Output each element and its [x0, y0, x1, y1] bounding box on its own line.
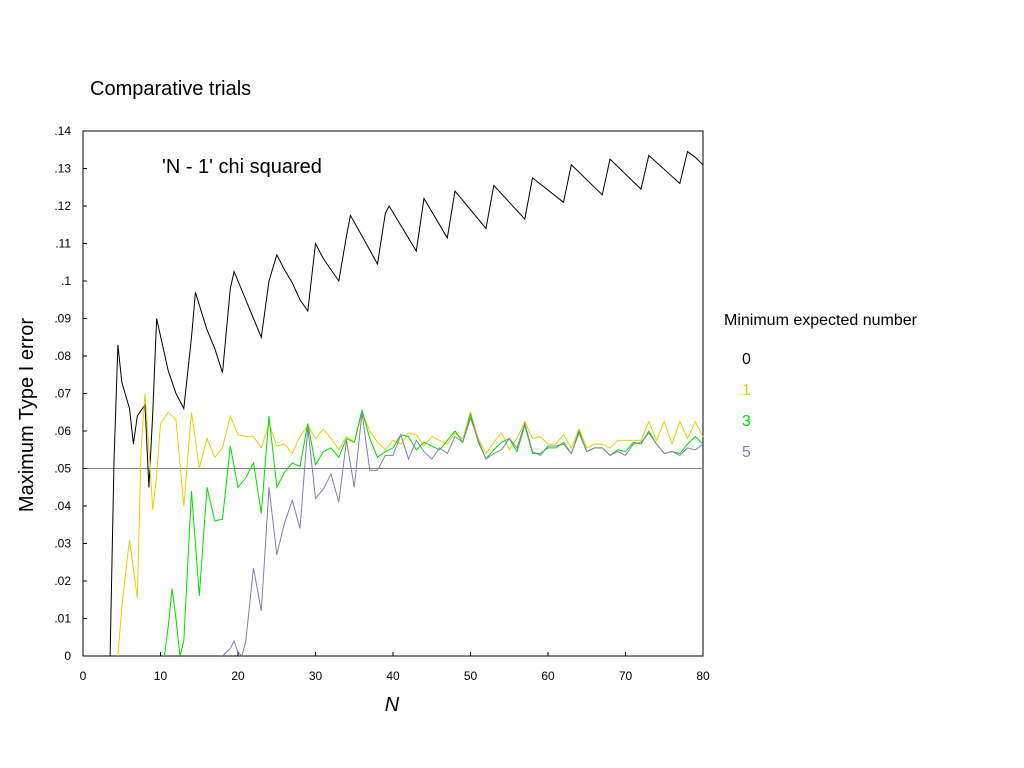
- y-tick-label: .05: [54, 462, 71, 476]
- y-tick-label: .12: [54, 199, 71, 213]
- legend-title: Minimum expected number: [724, 312, 918, 329]
- y-tick-label: .13: [54, 162, 71, 176]
- legend: Minimum expected number 0 1 3 5: [724, 312, 918, 461]
- y-tick-label: .02: [54, 574, 71, 588]
- y-tick-label: .09: [54, 312, 71, 326]
- series-line-3: [163, 408, 704, 657]
- y-tick-label: .04: [54, 499, 71, 513]
- y-tick-label: .08: [54, 349, 71, 363]
- series-line-5: [222, 412, 704, 657]
- y-tick-label: .03: [54, 537, 71, 551]
- x-tick-label: 40: [386, 669, 400, 683]
- x-tick-label: 10: [154, 669, 168, 683]
- y-tick-label: 0: [64, 649, 71, 663]
- x-tick-label: 20: [231, 669, 245, 683]
- y-tick-label: .14: [54, 124, 71, 138]
- legend-entries: 0 1 3 5: [742, 351, 751, 461]
- x-tick-label: 80: [696, 669, 710, 683]
- legend-entry-3: 3: [742, 413, 751, 430]
- legend-entry-1: 1: [742, 382, 751, 399]
- series-line-0: [109, 150, 704, 657]
- chart-annotation: 'N - 1' chi squared: [162, 156, 322, 178]
- x-tick-label: 70: [619, 669, 633, 683]
- y-axis-ticks: 0 .01 .02 .03 .04 .05 .06 .07 .08 .09 .1 .11 .12 .13.…: [54, 124, 87, 663]
- y-tick-label: .07: [54, 387, 71, 401]
- y-tick-label: .06: [54, 424, 71, 438]
- x-tick-label: 30: [309, 669, 323, 683]
- y-tick-label: .1: [61, 274, 71, 288]
- x-axis-ticks: 0 10 20 30 40 50 60 70 80: [80, 652, 710, 683]
- x-tick-label: 50: [464, 669, 478, 683]
- series-layer: [109, 150, 704, 657]
- chart-title: Comparative trials: [90, 78, 251, 100]
- series-line-1: [117, 393, 704, 657]
- y-tick-label: .11: [55, 237, 71, 251]
- legend-entry-0: 0: [742, 351, 751, 368]
- y-axis-label: Maximum Type I error: [16, 318, 38, 512]
- x-tick-label: 0: [80, 669, 87, 683]
- x-axis-label: N: [385, 694, 400, 716]
- y-tick-label: .01: [54, 612, 71, 626]
- legend-entry-5: 5: [742, 444, 751, 461]
- plot-area: 'N - 1' chi squared: [82, 130, 704, 657]
- x-tick-label: 60: [541, 669, 555, 683]
